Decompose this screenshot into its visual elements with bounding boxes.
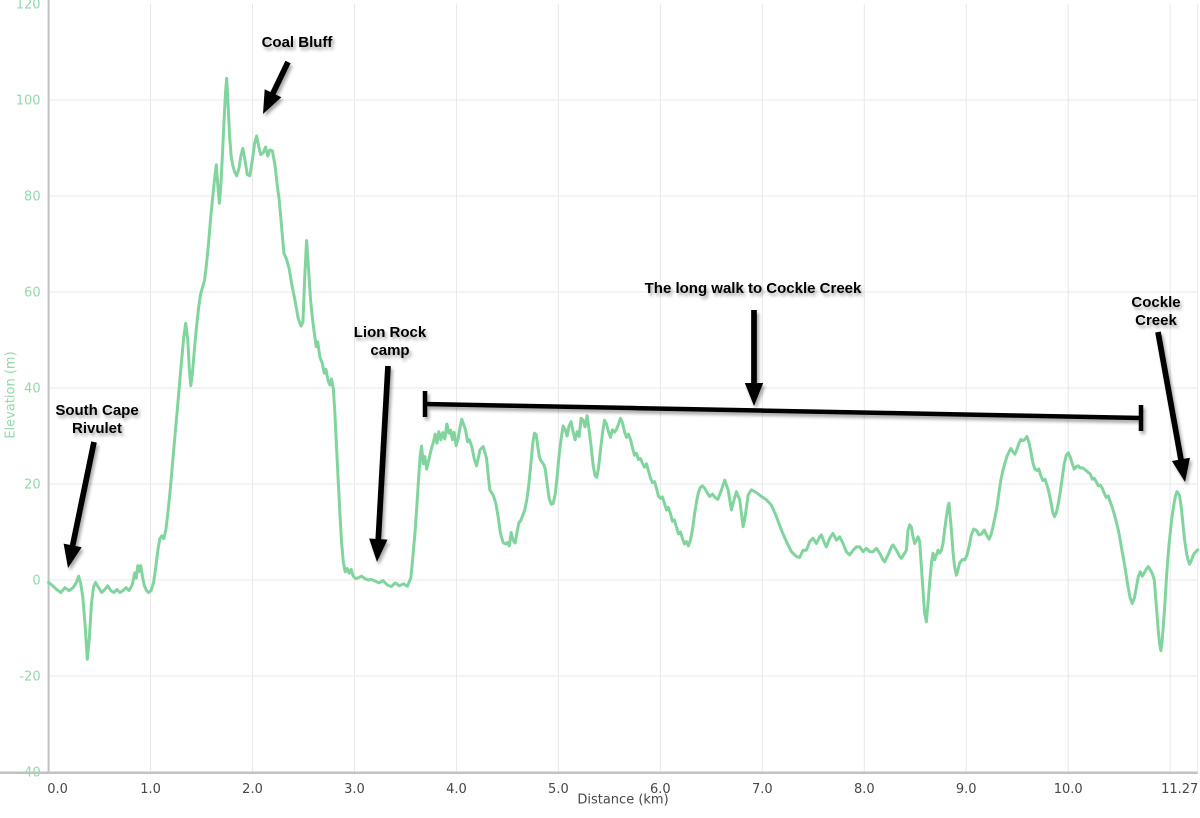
x-tick-label: 6.0 [650,782,671,797]
y-tick-label: -20 [19,670,40,685]
y-tick-label: 0 [32,574,40,589]
arrow-head [369,538,388,562]
annotation-label: The long walk to Cockle Creek [645,280,862,297]
x-tick-label: 2.0 [242,782,263,797]
arrow-head [63,543,82,568]
x-tick-label: 7.0 [752,782,773,797]
annotation-label: Lion Rock [354,324,427,341]
annotation-label: South Cape [55,402,138,419]
x-tick-label: 3.0 [344,782,365,797]
arrow-head [744,383,764,406]
x-tick-label: 9.0 [956,782,977,797]
arrow-head [263,89,282,114]
gridlines [48,4,1199,773]
y-tick-label: 60 [24,286,41,301]
x-axis-title: Distance (km) [577,792,669,808]
x-tick-label: 10.0 [1054,782,1083,797]
axes [0,0,1198,775]
arrow-shaft [69,441,97,549]
x-tick-label: 8.0 [854,782,875,797]
annotation-label: Creek [1135,312,1177,329]
elevation-line [47,76,1200,661]
arrow-shaft [375,365,391,543]
annotation-label: Coal Bluff [262,34,334,51]
annotation-long-walk-to-cockle-creek: The long walk to Cockle Creek [645,280,862,406]
annotation-coal-bluff: Coal Bluff [262,34,334,114]
y-tick-label: 40 [24,382,41,397]
arrow-head [1171,457,1190,482]
y-tick-label: 100 [16,94,41,109]
x-tick-label: 1.0 [140,782,161,797]
y-tick-label: -40 [19,766,40,781]
x-tick-label: 0.0 [47,782,68,797]
arrow-shaft [269,60,291,98]
y-tick-label: 120 [16,0,41,13]
y-axis-tick-labels: 120 100 80 60 40 20 0 -20 -40 [16,0,41,781]
x-axis-tick-labels: 0.0 1.0 2.0 3.0 4.0 5.0 6.0 7.0 8.0 9.0 10.0 11.27 [47,782,1198,797]
arrow-shaft [1155,331,1185,463]
x-tick-label: 5.0 [548,782,569,797]
y-tick-label: 20 [24,478,41,493]
annotation-label: camp [370,342,409,359]
y-tick-label: 80 [24,190,41,205]
annotation-label: Rivulet [72,420,122,437]
y-axis-title: Elevation (m) [3,351,19,439]
x-tick-label: 11.27 [1161,782,1198,797]
annotation-label: Cockle [1131,294,1180,311]
long-walk-span-bar [422,391,1144,431]
x-tick-label: 4.0 [446,782,467,797]
